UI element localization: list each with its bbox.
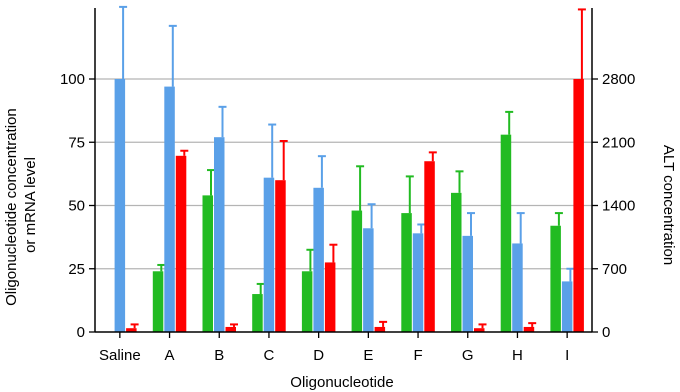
bar-oligo [500, 134, 512, 332]
left-axis-title: Oligonucleotide concentration or mRNA le… [3, 104, 39, 306]
x-axis-ticks: Saline A B C D E F G H I [99, 332, 569, 364]
x-tick-label: B [214, 347, 224, 364]
left-tick-label: 100 [60, 71, 85, 88]
bar-alt [275, 180, 286, 332]
x-tick-label: I [565, 347, 569, 364]
bar-oligo [351, 210, 363, 332]
x-tick-label: E [363, 347, 373, 364]
right-tick-label: 700 [602, 261, 627, 278]
bar-mrna [263, 177, 275, 332]
x-axis-title: Oligonucleotide [290, 374, 393, 391]
bar-oligo [202, 195, 213, 332]
bar-alt [126, 328, 137, 332]
right-axis-title: ALT concentration [660, 145, 677, 265]
x-tick-label: H [512, 347, 523, 364]
axes [94, 8, 593, 333]
x-tick-label: G [462, 347, 474, 364]
bar-mrna [114, 79, 126, 332]
right-axis-ticks: 0 700 1400 2100 2800 [592, 71, 635, 341]
bar-mrna [313, 187, 324, 332]
bar-mrna [412, 233, 424, 332]
bar-oligo [451, 192, 462, 332]
left-axis-title-line1: Oligonucleotide concentration [3, 108, 20, 306]
bar-alt [573, 79, 584, 332]
bars [114, 5, 586, 332]
right-tick-label: 2800 [602, 71, 635, 88]
x-tick-label: Saline [99, 347, 141, 364]
right-tick-label: 0 [602, 324, 610, 341]
bar-mrna [363, 228, 374, 332]
bar-alt [424, 161, 435, 332]
left-tick-label: 75 [68, 134, 85, 151]
x-tick-label: F [413, 347, 422, 364]
right-tick-label: 1400 [602, 198, 635, 215]
bar-alt [523, 326, 535, 332]
left-axis-ticks: 0 25 50 75 100 [60, 71, 95, 341]
x-tick-label: C [264, 347, 275, 364]
bar-alt [474, 328, 485, 332]
left-tick-label: 25 [68, 261, 85, 278]
x-tick-label: D [313, 347, 324, 364]
x-tick-label: A [165, 347, 175, 364]
bar-mrna [214, 137, 225, 332]
right-tick-label: 2100 [602, 134, 635, 151]
bar-oligo [401, 213, 412, 332]
bar-oligo [252, 294, 263, 332]
left-tick-label: 0 [77, 324, 85, 341]
bar-oligo [152, 271, 164, 332]
bar-mrna [561, 281, 573, 332]
bar-mrna [512, 243, 523, 332]
bar-alt [175, 155, 187, 332]
bar-mrna [462, 235, 473, 332]
left-tick-label: 50 [68, 198, 85, 215]
bar-oligo [550, 225, 561, 332]
bar-alt [324, 262, 336, 332]
bar-oligo [301, 271, 313, 332]
bar-alt [374, 326, 386, 332]
bar-alt [225, 326, 236, 332]
left-axis-title-line2: or mRNA level [22, 157, 39, 253]
bar-mrna [164, 86, 175, 332]
